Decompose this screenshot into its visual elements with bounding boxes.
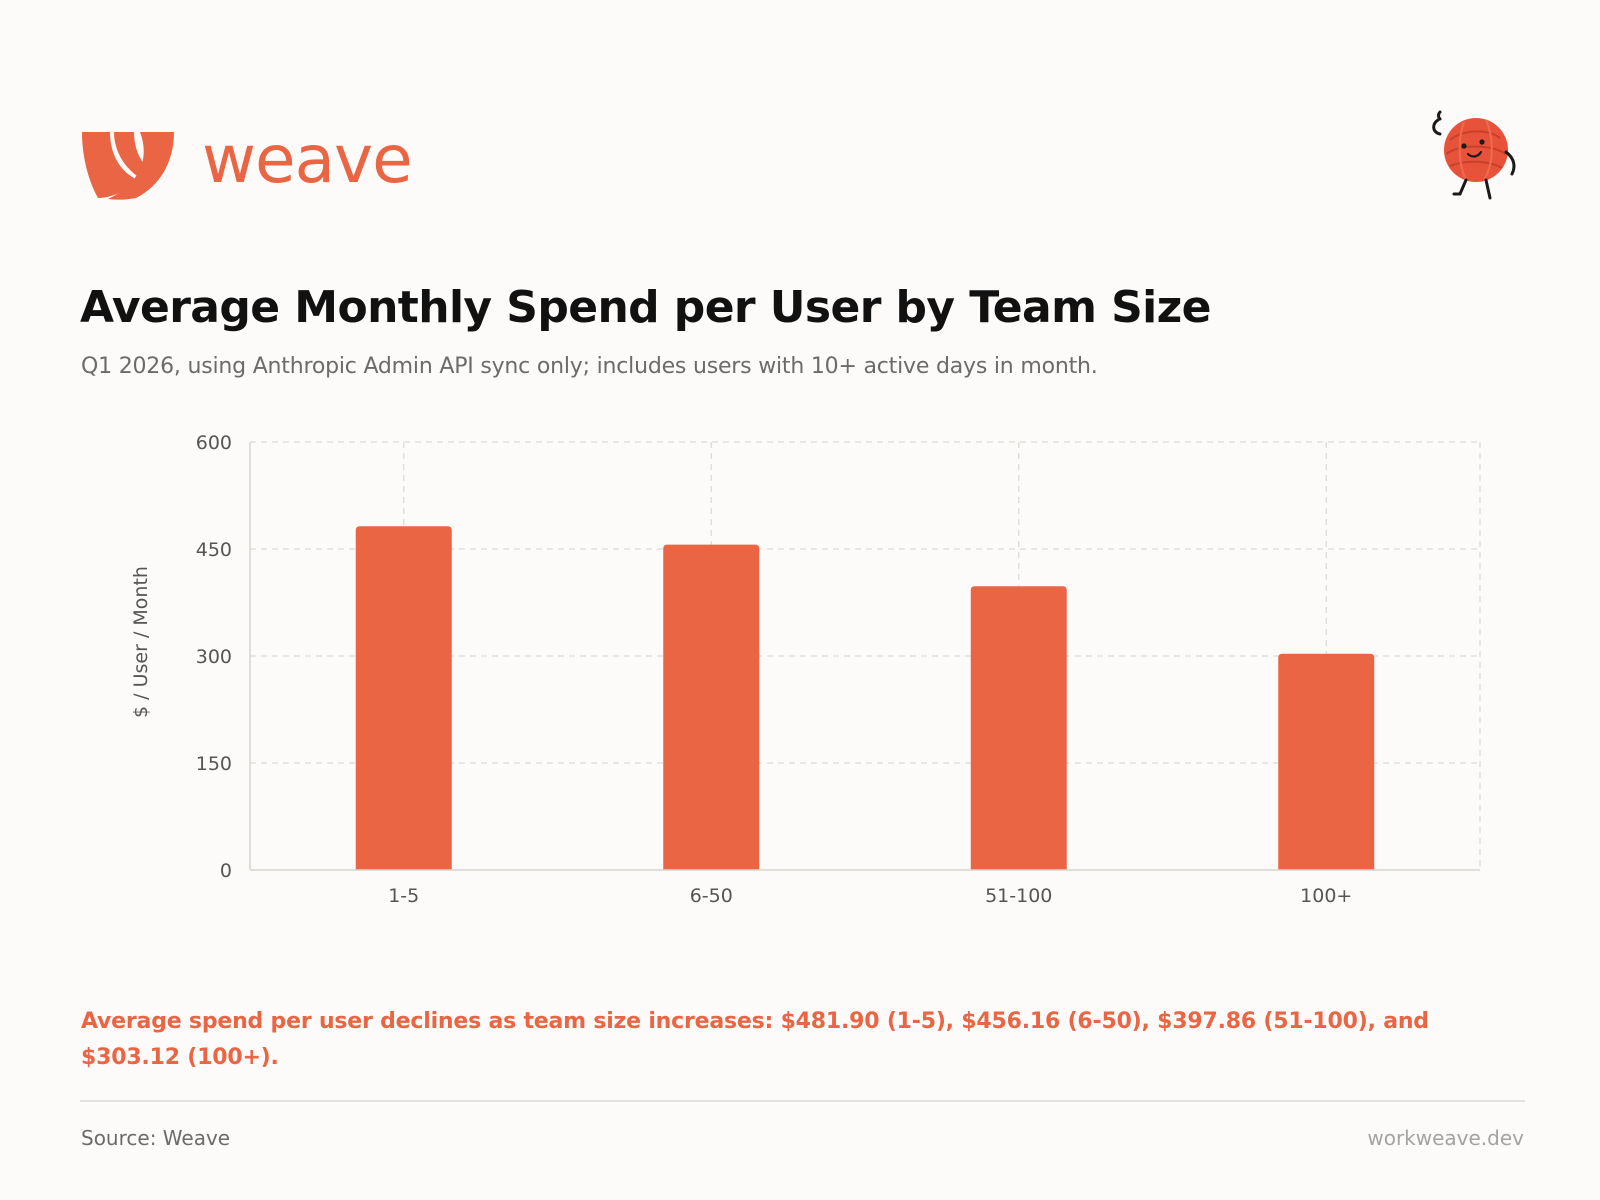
x-tick-label: 6-50 <box>690 885 733 907</box>
chart-title: Average Monthly Spend per User by Team S… <box>80 282 1212 333</box>
bar-6-50 <box>663 544 760 870</box>
yarn-ball-mascot-icon <box>1432 110 1516 200</box>
bar-chart: 0 150 300 450 600 1-5 6-50 51-100 100+ $ / User /… <box>130 432 1481 907</box>
y-tick-label: 150 <box>196 753 232 775</box>
y-tick-label: 450 <box>196 539 232 561</box>
chart-subtitle: Q1 2026, using Anthropic Admin API sync … <box>81 354 1098 379</box>
y-tick-label: 300 <box>196 646 232 668</box>
x-tick-label: 51-100 <box>985 885 1052 907</box>
bar-100+ <box>1278 653 1375 870</box>
x-tick-label: 1-5 <box>388 885 419 907</box>
bar-1-5 <box>355 526 452 870</box>
insight-text: Average spend per user declines as team … <box>81 1009 1429 1070</box>
bar-51-100 <box>970 586 1067 870</box>
y-tick-label: 600 <box>196 432 232 454</box>
website-link[interactable]: workweave.dev <box>1367 1126 1524 1150</box>
brand-logo: weave <box>80 121 413 200</box>
x-tick-label: 100+ <box>1300 885 1352 907</box>
footer-divider <box>80 1100 1525 1102</box>
source-label: Source: Weave <box>81 1126 231 1150</box>
weave-logo-icon <box>82 132 174 200</box>
y-tick-label: 0 <box>220 860 232 882</box>
y-axis-label: $ / User / Month <box>130 566 152 718</box>
brand-name: weave <box>202 121 413 198</box>
